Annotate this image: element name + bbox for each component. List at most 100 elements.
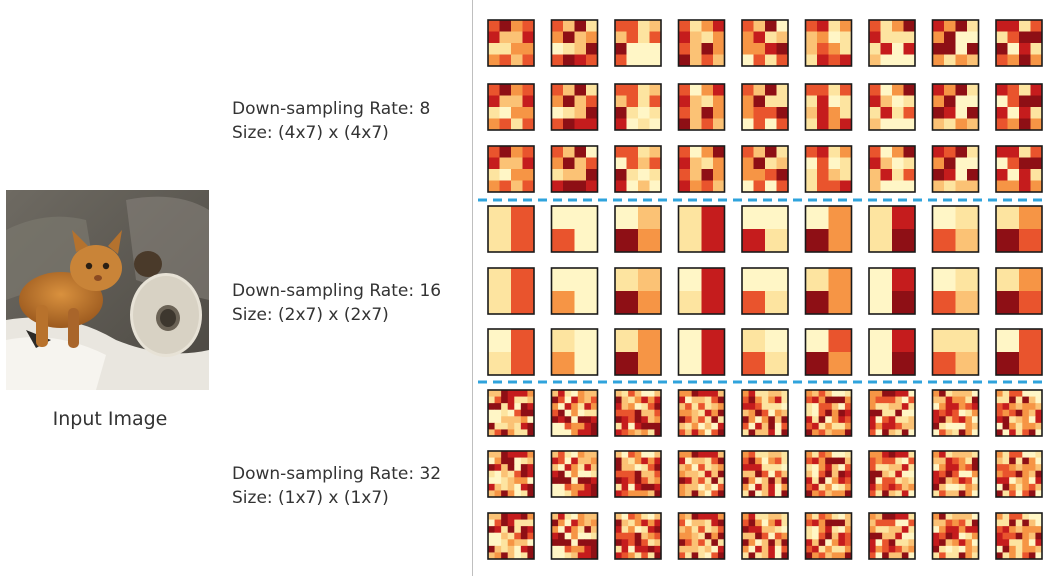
heatmap-cell	[590, 457, 598, 465]
heatmap-cell	[634, 457, 642, 465]
heatmap-cell	[621, 539, 629, 547]
heatmap-cell	[742, 118, 754, 131]
heatmap-cell	[742, 95, 754, 108]
attention-map-thumbnail	[550, 389, 599, 437]
heatmap-cell	[765, 20, 777, 32]
heatmap-cell	[965, 483, 973, 491]
heatmap-cell	[563, 169, 575, 181]
heatmap-cell	[742, 552, 749, 560]
heatmap-cell	[742, 291, 766, 315]
heatmap-cell	[1007, 169, 1020, 181]
heatmap-cell	[1022, 409, 1030, 417]
heatmap-cell	[501, 457, 509, 465]
heatmap-cell	[590, 396, 598, 404]
heatmap-cell	[996, 291, 1020, 315]
thumbnail-border	[804, 145, 853, 193]
heatmap-cell	[908, 464, 916, 472]
heatmap-cell	[971, 490, 979, 498]
heatmap-cell	[584, 539, 592, 547]
heatmap-cell	[1028, 519, 1036, 527]
heatmap-cell	[1022, 403, 1030, 411]
heatmap-cell	[958, 457, 966, 465]
heatmap-cell	[955, 20, 968, 32]
heatmap-cell	[882, 390, 890, 397]
heatmap-cell	[908, 396, 916, 404]
heatmap-cell	[590, 526, 598, 534]
heatmap-cell	[952, 545, 960, 553]
heatmap-cell	[628, 409, 636, 417]
heatmap-cell	[527, 403, 535, 411]
heatmap-cell	[908, 545, 916, 553]
heatmap-cell	[1002, 390, 1010, 397]
heatmap-cell	[901, 409, 909, 417]
heatmap-cell	[748, 390, 756, 397]
heatmap-cell	[774, 519, 782, 527]
heatmap-cell	[1022, 545, 1030, 553]
heatmap-cell	[584, 513, 592, 520]
heatmap-cell	[1007, 107, 1020, 119]
heatmap-cell	[678, 268, 702, 292]
heatmap-cell	[831, 539, 839, 547]
heatmap-cell	[577, 403, 585, 411]
heatmap-cell	[577, 545, 585, 553]
heatmap-cell	[615, 429, 622, 437]
heatmap-cell	[1015, 470, 1023, 478]
heatmap-cell	[713, 146, 725, 158]
heatmap-cell	[828, 146, 841, 158]
heatmap-cell	[577, 483, 585, 491]
heatmap-cell	[761, 526, 769, 534]
heatmap-cell	[869, 409, 876, 417]
heatmap-cell	[945, 429, 953, 437]
heatmap-cell	[748, 483, 756, 491]
heatmap-cell	[574, 20, 587, 32]
heatmap-cell	[945, 457, 953, 465]
heatmap-cell	[711, 396, 719, 404]
attention-map-thumbnail	[868, 205, 916, 253]
thumbnail-border	[677, 328, 726, 376]
heatmap-cell	[840, 146, 852, 158]
heatmap-cell	[869, 291, 893, 315]
heatmap-cell	[908, 532, 916, 540]
attention-map-thumbnail	[550, 328, 599, 376]
heatmap-cell	[1009, 403, 1017, 411]
heatmap-cell	[952, 477, 960, 485]
attention-map-thumbnail	[804, 389, 853, 437]
attention-map-thumbnail	[868, 83, 916, 131]
heatmap-cell	[488, 229, 512, 253]
heatmap-cell	[615, 422, 622, 430]
heatmap-cell	[805, 429, 813, 437]
heatmap-cell	[520, 519, 528, 527]
heatmap-cell	[955, 291, 979, 315]
heatmap-cell	[711, 403, 719, 411]
heatmap-cell	[514, 457, 522, 465]
heatmap-cell	[888, 396, 896, 404]
heatmap-cell	[888, 532, 896, 540]
heatmap-cell	[678, 229, 702, 253]
heatmap-cell	[584, 490, 592, 498]
heatmap-cell	[888, 470, 896, 478]
heatmap-cell	[869, 146, 881, 158]
heatmap-cell	[939, 552, 947, 560]
heatmap-cell	[908, 416, 916, 424]
heatmap-cell	[742, 451, 749, 458]
attention-map-thumbnail	[677, 19, 726, 67]
heatmap-cell	[514, 545, 522, 553]
heatmap-cell	[888, 416, 896, 424]
heatmap-cell	[704, 429, 712, 437]
heatmap-cell	[590, 477, 598, 485]
heatmap-cell	[908, 477, 916, 485]
heatmap-cell	[955, 107, 968, 119]
heatmap-cell	[844, 429, 852, 437]
heatmap-cell	[908, 513, 916, 520]
heatmap-cell	[825, 490, 833, 498]
heatmap-cell	[638, 146, 650, 158]
heatmap-cell	[869, 329, 893, 353]
heatmap-cell	[996, 526, 1003, 534]
heatmap-cell	[875, 490, 883, 498]
heatmap-cell	[812, 464, 820, 472]
heatmap-cell	[520, 470, 528, 478]
heatmap-cell	[628, 539, 636, 547]
heatmap-cell	[564, 552, 572, 560]
heatmap-cell	[685, 490, 693, 498]
attention-map-thumbnail	[804, 145, 853, 193]
